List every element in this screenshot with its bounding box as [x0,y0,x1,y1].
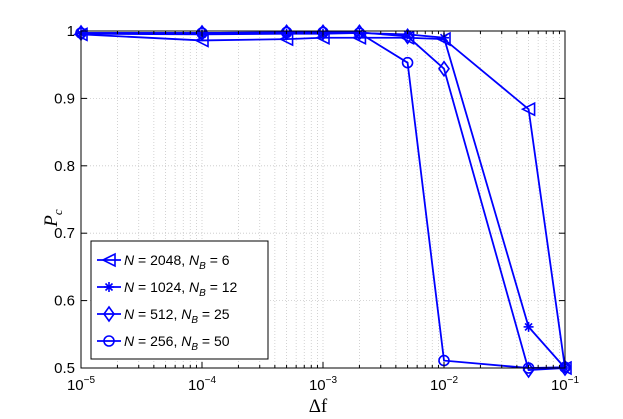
y-tick-label: 0.9 [54,90,75,107]
y-axis-label: Pc [41,209,65,228]
data-point-circle [196,27,208,39]
data-point-diamond [559,359,571,377]
legend-label: N = 2048, NB = 6 [124,252,230,272]
axes: 10−5 10−4 10−3 10−2 10−1 0.5 0.6 0.7 0.8 0.9 1 [54,23,579,394]
legend-entry: N = 256, NB = 50 [97,333,230,353]
grid-lines [81,31,565,368]
x-tick-label: 10−2 [430,375,459,394]
legend-entry: N = 512, NB = 25 [97,305,230,326]
y-tick-label: 1 [67,23,75,40]
legend-marker-triangle-left [101,252,116,268]
legend-marker-asterisk [104,282,114,292]
y-tick-label: 0.7 [54,225,75,242]
data-point-circle [401,56,414,69]
x-axis-label-text: Δf [309,396,328,417]
data-point-circle [353,27,366,39]
data-point-circle [317,26,329,39]
x-tick-label: 10−4 [188,375,217,394]
data-point-diamond [280,23,293,41]
legend-label: N = 256, NB = 50 [124,333,230,353]
data-point-asterisk [523,321,534,332]
y-tick-label: 0.6 [54,293,75,310]
data-point-diamond [401,28,414,45]
x-axis-label: Δf [309,396,328,417]
x-tick-label: 10−5 [67,375,96,394]
data-point-diamond [438,60,450,78]
y-tick-label: 0.5 [54,360,75,377]
legend: N = 2048, NB = 6 N = 1024, NB = 12 N = 512… [90,240,269,360]
legend-entry: N = 1024, NB = 12 [97,279,238,299]
x-tick-label: 10−1 [551,375,580,394]
legend-marker-circle [103,335,115,347]
x-tick-label: 10−3 [309,375,338,394]
legend-label: N = 1024, NB = 12 [124,279,238,299]
legend-marker-diamond [103,305,115,323]
data-point-circle [280,26,293,39]
y-tick-label: 0.8 [54,158,75,175]
data-point-diamond [317,23,329,41]
legend-label: N = 512, NB = 25 [124,306,230,326]
legend-entry: N = 2048, NB = 6 [97,252,230,272]
data-point-triangle-left [520,101,536,117]
